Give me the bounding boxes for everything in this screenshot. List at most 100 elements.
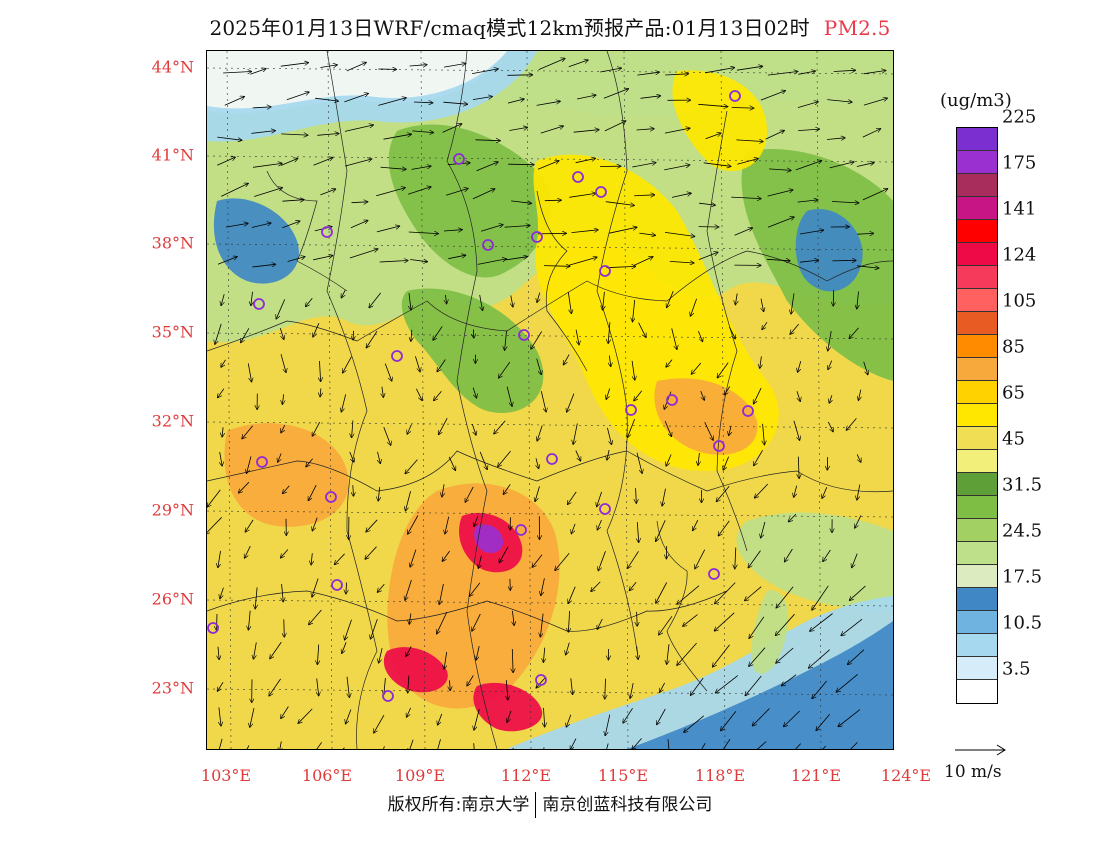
lat-label-41: 41°N bbox=[151, 145, 194, 165]
wind-arrow bbox=[659, 616, 673, 634]
wind-arrow bbox=[754, 449, 763, 465]
wind-arrow bbox=[250, 69, 265, 75]
wind-arrow bbox=[320, 189, 335, 196]
wind-arrow bbox=[366, 330, 378, 347]
wind-arrow bbox=[729, 425, 731, 436]
wind-arrow bbox=[269, 678, 281, 696]
legend-swatch bbox=[957, 220, 997, 243]
wind-arrow bbox=[605, 714, 611, 736]
wind-arrow bbox=[566, 714, 572, 727]
wind-arrow bbox=[408, 515, 419, 534]
wind-arrow bbox=[822, 745, 826, 749]
city-marker bbox=[331, 579, 343, 591]
wind-arrow bbox=[666, 359, 673, 367]
wind-arrow bbox=[207, 489, 221, 507]
wind-arrow bbox=[543, 647, 544, 662]
province-boundary bbox=[326, 51, 378, 749]
wind-arrow bbox=[575, 450, 581, 461]
city-marker bbox=[713, 440, 725, 452]
wind-arrow bbox=[251, 291, 253, 306]
city-marker bbox=[321, 226, 333, 238]
wind-arrow bbox=[409, 65, 427, 66]
wind-arrow bbox=[856, 454, 861, 462]
wind-arrow bbox=[828, 360, 833, 370]
wind-arrow bbox=[384, 677, 386, 694]
wind-arrow bbox=[568, 257, 597, 266]
legend-tick-label: 10.5 bbox=[1002, 612, 1043, 633]
wind-arrow bbox=[476, 646, 480, 660]
wind-arrow bbox=[847, 418, 857, 430]
wind-arrow bbox=[862, 129, 881, 138]
wind-arrow bbox=[351, 202, 368, 203]
wind-arrow bbox=[637, 72, 659, 76]
wind-arrow bbox=[316, 742, 323, 749]
wind-arrow bbox=[683, 614, 698, 627]
wind-arrow bbox=[320, 360, 321, 381]
wind-arrow bbox=[797, 200, 818, 202]
wind-arrow bbox=[605, 678, 606, 699]
wind-arrow bbox=[735, 547, 736, 569]
legend-tick-label: 45 bbox=[1002, 428, 1025, 449]
wind-arrow bbox=[812, 585, 829, 610]
wind-arrow bbox=[278, 453, 282, 463]
wind-arrow bbox=[346, 582, 347, 594]
province-boundary bbox=[656, 520, 708, 692]
lon-label-106: 106°E bbox=[301, 766, 353, 785]
legend-swatch bbox=[957, 657, 997, 680]
wind-arrow bbox=[280, 354, 286, 372]
legend-swatch bbox=[957, 266, 997, 289]
wind-arrow bbox=[607, 449, 609, 460]
wind-arrow bbox=[555, 553, 570, 570]
wind-arrow bbox=[671, 193, 691, 198]
wind-arrow bbox=[591, 581, 601, 591]
wind-arrow bbox=[507, 75, 532, 76]
wind-arrow bbox=[755, 483, 769, 498]
legend-swatch bbox=[957, 588, 997, 611]
wind-arrow bbox=[410, 260, 427, 262]
wind-reference-arrow bbox=[955, 744, 1006, 756]
pm25-forecast-map[interactable] bbox=[206, 50, 894, 750]
wind-arrow bbox=[320, 65, 337, 68]
wind-arrow bbox=[606, 266, 635, 267]
city-marker bbox=[546, 453, 558, 465]
wind-arrow bbox=[344, 94, 368, 103]
wind-arrow bbox=[637, 522, 638, 542]
wind-arrow bbox=[218, 388, 225, 398]
wind-arrow bbox=[832, 202, 858, 203]
city-marker bbox=[595, 186, 607, 198]
guangxi-red-streak bbox=[383, 647, 448, 693]
wind-arrow bbox=[280, 63, 308, 67]
wind-arrow bbox=[816, 714, 831, 730]
wind-arrow bbox=[571, 523, 576, 534]
wind-arrow bbox=[566, 642, 570, 655]
wind-arrow bbox=[671, 328, 677, 349]
legend-tick-label: 31.5 bbox=[1002, 474, 1043, 495]
wind-arrow bbox=[499, 546, 509, 563]
wind-arrow bbox=[378, 487, 380, 501]
wind-arrow bbox=[443, 230, 462, 231]
wind-arrow bbox=[280, 159, 298, 166]
wind-arrow bbox=[479, 294, 483, 310]
latitude-gridline bbox=[207, 67, 893, 75]
wind-arrow bbox=[790, 323, 800, 334]
wind-arrow bbox=[656, 582, 668, 604]
wind-arrow bbox=[380, 167, 406, 169]
wind-arrow bbox=[239, 481, 250, 493]
wind-arrow bbox=[776, 586, 794, 608]
wind-arrow bbox=[631, 360, 635, 380]
longitude-gridline bbox=[526, 51, 532, 749]
wind-arrow bbox=[609, 227, 637, 234]
wind-arrow bbox=[660, 682, 665, 692]
wind-arrow bbox=[313, 323, 320, 337]
wind-arrow bbox=[544, 707, 545, 727]
wind-arrow bbox=[657, 708, 666, 724]
wind-arrow bbox=[448, 255, 465, 260]
wind-arrow bbox=[800, 230, 823, 235]
lat-label-23: 23°N bbox=[151, 678, 194, 698]
wind-arrow bbox=[346, 709, 352, 724]
wind-arrow bbox=[827, 99, 852, 103]
wind-arrow bbox=[767, 217, 794, 228]
province-boundary bbox=[266, 170, 348, 292]
wind-arrow bbox=[207, 517, 222, 534]
wind-arrow bbox=[374, 714, 385, 733]
